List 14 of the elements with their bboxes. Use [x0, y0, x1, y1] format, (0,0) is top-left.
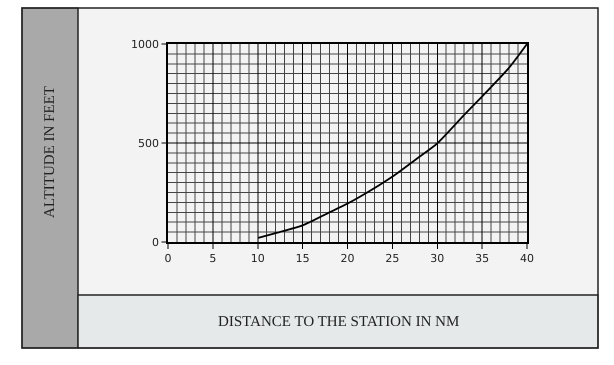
x-tick-label: 5	[209, 252, 216, 265]
y-tick-label: 1000	[131, 38, 160, 51]
x-tick-label: 40	[520, 252, 534, 265]
y-tick-label: 500	[138, 136, 160, 150]
y-axis-title: ALTITUDE IN FEET	[42, 86, 58, 218]
y-tick-label: 0	[152, 236, 160, 249]
x-tick-label: 20	[340, 252, 354, 265]
x-tick-label: 30	[430, 252, 444, 265]
x-tick-label: 15	[296, 252, 310, 265]
x-tick-label: 0	[164, 252, 172, 265]
x-axis-title: DISTANCE TO THE STATION IN NM	[218, 314, 460, 330]
x-tick-label: 10	[250, 252, 265, 265]
x-tick-label: 35	[475, 252, 490, 265]
x-tick-label: 25	[385, 252, 400, 265]
